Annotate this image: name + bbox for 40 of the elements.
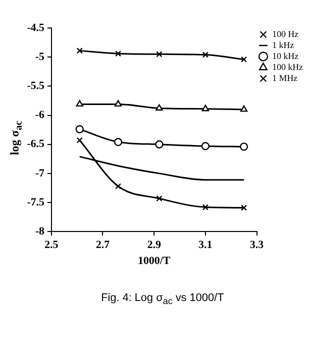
point [240,142,248,151]
point [114,138,122,146]
point [76,48,83,54]
point [201,142,210,150]
point [156,51,162,58]
x-axis-title: 1000/T [138,255,171,268]
point [115,183,122,190]
x-tick-label: 2.7 [96,239,110,252]
y-tick-label: -5.5 [26,80,45,92]
y-tick-label: -5 [35,50,45,63]
point [115,50,122,57]
point [240,105,248,112]
text: Fig. 4: Log σ$_{ac}$ vs 1000/T [100,292,225,306]
point [202,204,208,210]
y-tick-label: -6.5 [26,138,45,150]
x-tick-label: 2.5 [44,239,59,252]
point [156,104,163,111]
legend-label: 100 kHz [272,62,304,72]
point [155,140,164,148]
point [156,195,162,202]
y-tick-label: -7.5 [26,196,45,208]
x-tick-label: 3.3 [250,239,264,252]
point [76,137,83,144]
legend-label: 10 kHz [272,50,299,61]
legend-label: 100 Hz [272,28,299,39]
y-tick-label: -7 [35,167,45,180]
point [202,104,210,112]
point [240,56,247,62]
point [76,125,84,134]
y-tick-label: -6 [35,109,45,122]
x-tick-label: 3.1 [198,239,212,252]
point [76,100,84,107]
point [240,204,247,211]
point [202,52,208,58]
point [114,100,122,107]
y-tick-label: -4.5 [26,22,45,34]
x-tick-label: 2.9 [147,239,162,252]
legend-label: 1 kHz [272,40,294,50]
y-tick-label: -8 [35,225,45,238]
legend-label: 1 MHz [272,72,298,83]
